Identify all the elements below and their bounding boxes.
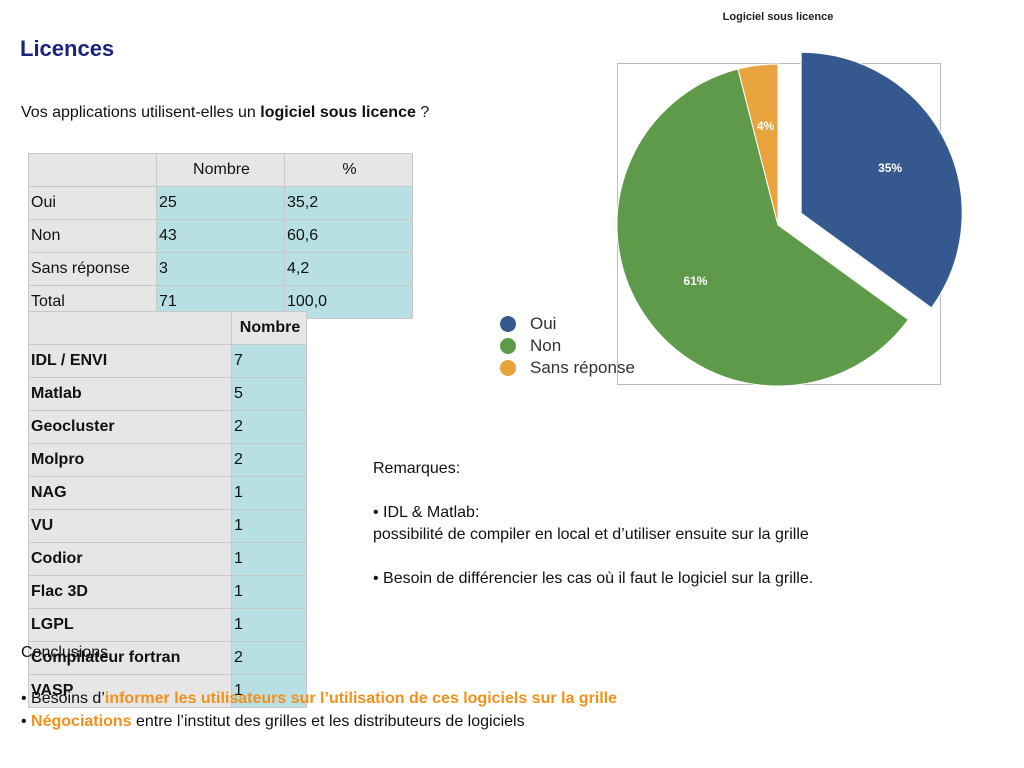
legend-label: Sans réponse [530,358,635,377]
legend-item: Non [500,335,635,357]
table-cell: 5 [231,377,307,411]
table-cell: 7 [231,344,307,378]
table-cell: 43 [156,219,285,253]
software-count-table: Nombre IDL / ENVI 7 Matlab 5 Geocluster 2 Molpr… [28,311,307,708]
table-cell: 2 [231,410,307,444]
conclusion-1-before: Besoins d’ [31,690,105,707]
table-header-row: Nombre% [28,153,413,187]
table-row: LGPL 1 [28,608,307,642]
table-row: Sans réponse 3 4,2 [28,252,413,286]
remarks-block: Remarques: • IDL & Matlab: possibilité d… [373,458,813,590]
remark-1-text: possibilité de compiler en local et d’ut… [373,526,809,543]
legend-swatch [500,360,516,376]
table-row: VASP 1 [28,674,307,708]
question-after: ? [415,104,430,121]
table-row: Non 43 60,6 [28,219,413,253]
conclusion-1-highlight: informer les utilisateurs sur l’utilisat… [104,690,618,707]
table-row: Codior 1 [28,542,307,576]
table-header-cell: Nombre [156,153,285,187]
row-label: Oui [28,186,157,220]
row-label: Molpro [28,443,232,477]
table-header-cell: Nombre [231,311,307,345]
table-row: Matlab 5 [28,377,307,411]
row-label: VASP [28,674,232,708]
row-label: Geocluster [28,410,232,444]
table-row: IDL / ENVI 7 [28,344,307,378]
row-label: Compilateur fortran [28,641,232,675]
table-row: Molpro 2 [28,443,307,477]
legend-item: Oui [500,313,635,335]
table-header-cell [28,153,157,187]
table-cell: 1 [231,476,307,510]
row-label: IDL / ENVI [28,344,232,378]
conclusions-block: Conclusions • Besoins d’informer les uti… [21,641,617,733]
conclusion-item: • Besoins d’informer les utilisateurs su… [21,690,618,707]
conclusion-2-highlight: Négociations [31,713,132,730]
table-cell: 2 [231,443,307,477]
conclusion-item: • Négociations entre l’institut des gril… [21,713,525,730]
chart-title: Logiciel sous licence [722,11,834,23]
table-cell: 25 [156,186,285,220]
pie-frame [617,63,941,385]
table-cell: 60,6 [284,219,413,253]
table-header-row: Nombre [28,311,307,345]
remarks-heading: Remarques: [373,460,461,477]
table-cell: 4,2 [284,252,413,286]
table-row: NAG 1 [28,476,307,510]
question-before: Vos applications utilisent-elles un [21,104,261,121]
remark-2-text: Besoin de différencier les cas où il fau… [383,570,814,587]
table-cell: 2 [231,641,307,675]
table-row: VU 1 [28,509,307,543]
table-row: Flac 3D 1 [28,575,307,609]
row-label: Matlab [28,377,232,411]
legend-label: Oui [530,314,557,333]
table-cell: 1 [231,608,307,642]
remark-1-title: IDL & Matlab: [383,504,480,521]
table-cell: 35,2 [284,186,413,220]
remark-item: • Besoin de différencier les cas où il f… [373,570,814,587]
table-cell: 1 [231,509,307,543]
row-label: NAG [28,476,232,510]
remark-item: • IDL & Matlab: [373,504,480,521]
table-row: Geocluster 2 [28,410,307,444]
question-text: Vos applications utilisent-elles un logi… [21,104,429,122]
licence-summary-table: Nombre% Oui 25 35,2 Non 43 60,6 Sans réponse 3 4,… [28,153,413,319]
row-label: Flac 3D [28,575,232,609]
legend-label: Non [530,336,562,355]
table-row: Oui 25 35,2 [28,186,413,220]
row-label: LGPL [28,608,232,642]
question-bold: logiciel sous licence [260,104,416,121]
row-label: Codior [28,542,232,576]
table-cell: 1 [231,575,307,609]
legend-swatch [500,338,516,354]
page-title: Licences [20,36,115,61]
conclusions-heading: Conclusions [21,644,109,661]
table-cell: 1 [231,542,307,576]
conclusion-2-after: entre l’institut des grilles et les dist… [131,713,525,730]
table-header-cell [28,311,232,345]
row-label: VU [28,509,232,543]
table-cell: 3 [156,252,285,286]
legend-swatch [500,316,516,332]
row-label: Sans réponse [28,252,157,286]
table-cell: 1 [231,674,307,708]
legend-item: Sans réponse [500,357,635,379]
chart-legend: Oui Non Sans réponse [500,313,635,379]
table-header-cell: % [284,153,413,187]
table-row: Compilateur fortran 2 [28,641,307,675]
row-label: Non [28,219,157,253]
